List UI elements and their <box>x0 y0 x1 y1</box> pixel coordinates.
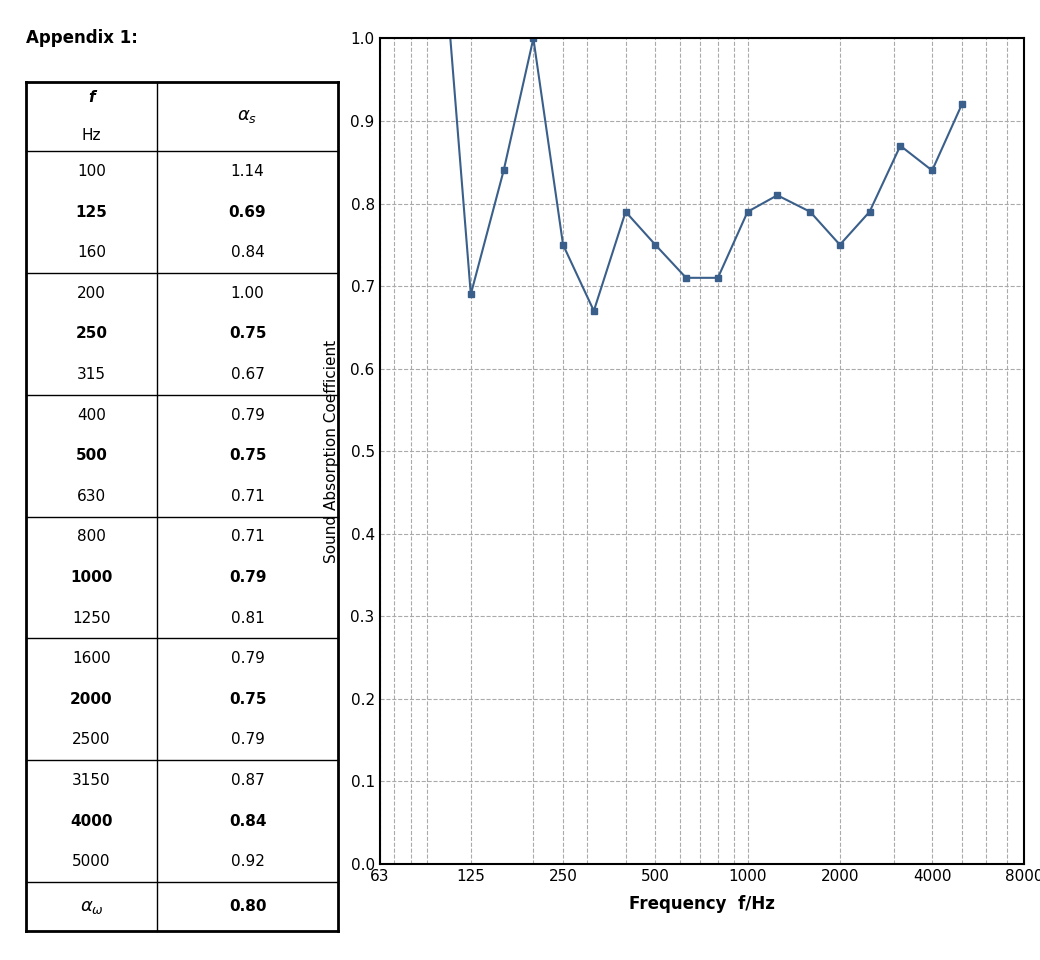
Text: Appendix 1:: Appendix 1: <box>26 29 138 47</box>
Text: 0.80: 0.80 <box>229 900 266 914</box>
Text: 250: 250 <box>76 326 107 342</box>
Text: 160: 160 <box>77 245 106 260</box>
Text: 100: 100 <box>77 164 106 180</box>
Text: 1.00: 1.00 <box>231 286 264 300</box>
Text: 1250: 1250 <box>72 611 111 626</box>
Text: 0.75: 0.75 <box>229 448 266 464</box>
Text: 800: 800 <box>77 529 106 544</box>
Text: 0.79: 0.79 <box>231 408 264 422</box>
Text: 0.84: 0.84 <box>231 245 264 260</box>
Text: 3150: 3150 <box>72 773 111 788</box>
Text: 0.71: 0.71 <box>231 529 264 544</box>
Text: $\alpha_s$: $\alpha_s$ <box>237 108 258 126</box>
Text: 500: 500 <box>76 448 107 464</box>
Y-axis label: Sound Absorption Coefficient: Sound Absorption Coefficient <box>324 340 339 563</box>
Text: 200: 200 <box>77 286 106 300</box>
Text: 0.75: 0.75 <box>229 326 266 342</box>
Text: 0.79: 0.79 <box>231 651 264 666</box>
Text: 0.84: 0.84 <box>229 813 266 828</box>
Text: 2000: 2000 <box>71 692 112 707</box>
Text: Hz: Hz <box>82 128 101 143</box>
Text: 4000: 4000 <box>71 813 112 828</box>
Text: 0.87: 0.87 <box>231 773 264 788</box>
Text: 1600: 1600 <box>72 651 111 666</box>
Text: 0.79: 0.79 <box>231 732 264 747</box>
Text: 1.14: 1.14 <box>231 164 264 180</box>
Text: 0.67: 0.67 <box>231 367 264 382</box>
Text: 0.75: 0.75 <box>229 692 266 707</box>
Text: 315: 315 <box>77 367 106 382</box>
Text: 5000: 5000 <box>72 854 111 869</box>
X-axis label: Frequency  f/Hz: Frequency f/Hz <box>629 895 775 913</box>
Text: 0.81: 0.81 <box>231 611 264 626</box>
Text: 0.69: 0.69 <box>229 204 266 220</box>
Text: 0.92: 0.92 <box>231 854 264 869</box>
Text: 400: 400 <box>77 408 106 422</box>
Text: 1000: 1000 <box>71 570 112 585</box>
Text: 125: 125 <box>76 204 107 220</box>
Text: $\alpha_\omega$: $\alpha_\omega$ <box>80 898 103 916</box>
Text: 0.79: 0.79 <box>229 570 266 585</box>
Text: f: f <box>88 90 95 106</box>
Text: 0.71: 0.71 <box>231 489 264 504</box>
Text: 2500: 2500 <box>72 732 111 747</box>
Text: 630: 630 <box>77 489 106 504</box>
